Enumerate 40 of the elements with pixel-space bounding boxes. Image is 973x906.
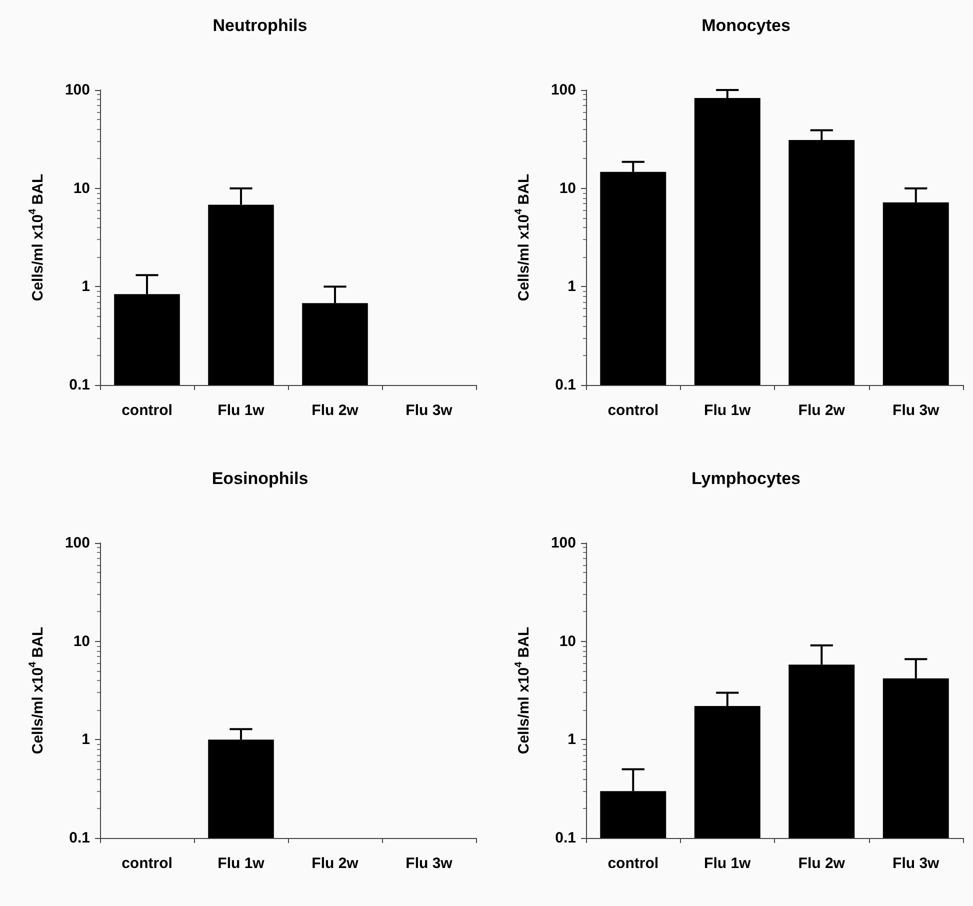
- x-tick-label: control: [608, 402, 659, 419]
- y-tick-label: 0.1: [69, 376, 90, 394]
- y-axis-title: Cells/ml x104 BAL: [514, 174, 532, 302]
- y-tick-label: 10: [559, 632, 576, 650]
- y-tick-label: 1: [568, 278, 576, 296]
- x-tick-label: control: [122, 855, 172, 872]
- y-axis-title: Cells/ml x104 BAL: [28, 626, 46, 754]
- x-tick-label: control: [608, 855, 659, 872]
- y-tick-label: 100: [64, 534, 90, 552]
- y-tick-label: 10: [559, 180, 576, 197]
- x-tick-label: Flu 2w: [312, 402, 359, 419]
- x-tick-label: Flu 1w: [704, 402, 752, 419]
- y-tick-label: 100: [64, 82, 90, 98]
- y-tick-label: 1: [568, 731, 576, 748]
- y-tick-label: 0.1: [69, 830, 90, 846]
- y-tick-label: 10: [73, 180, 90, 197]
- y-tick-label: 0.1: [555, 830, 576, 846]
- x-tick-label: Flu 1w: [218, 402, 265, 419]
- x-tick-label: Flu 3w: [406, 402, 453, 419]
- x-tick-label: Flu 2w: [798, 855, 846, 872]
- y-tick-label: 1: [82, 278, 90, 296]
- x-tick-label: Flu 3w: [892, 855, 940, 872]
- chart-title: Lymphocytes: [692, 469, 800, 488]
- x-tick-label: Flu 1w: [218, 855, 265, 872]
- y-tick-label: 1: [82, 731, 90, 748]
- x-tick-label: Flu 1w: [704, 855, 752, 872]
- x-tick-label: control: [122, 402, 172, 419]
- y-tick-label: 0.1: [555, 376, 576, 394]
- x-tick-label: Flu 3w: [892, 402, 940, 419]
- y-axis-title: Cells/ml x104 BAL: [28, 174, 46, 302]
- chart-title: Eosinophils: [212, 469, 308, 488]
- y-axis-title: Cells/ml x104 BAL: [514, 626, 532, 754]
- x-tick-label: Flu 2w: [312, 855, 359, 872]
- y-tick-label: 100: [550, 534, 576, 552]
- x-tick-label: Flu 2w: [798, 402, 846, 419]
- y-tick-label: 100: [550, 82, 576, 98]
- chart-title: Monocytes: [702, 16, 790, 35]
- x-tick-label: Flu 3w: [406, 855, 453, 872]
- y-tick-label: 10: [73, 632, 90, 650]
- chart-title: Neutrophils: [212, 16, 308, 35]
